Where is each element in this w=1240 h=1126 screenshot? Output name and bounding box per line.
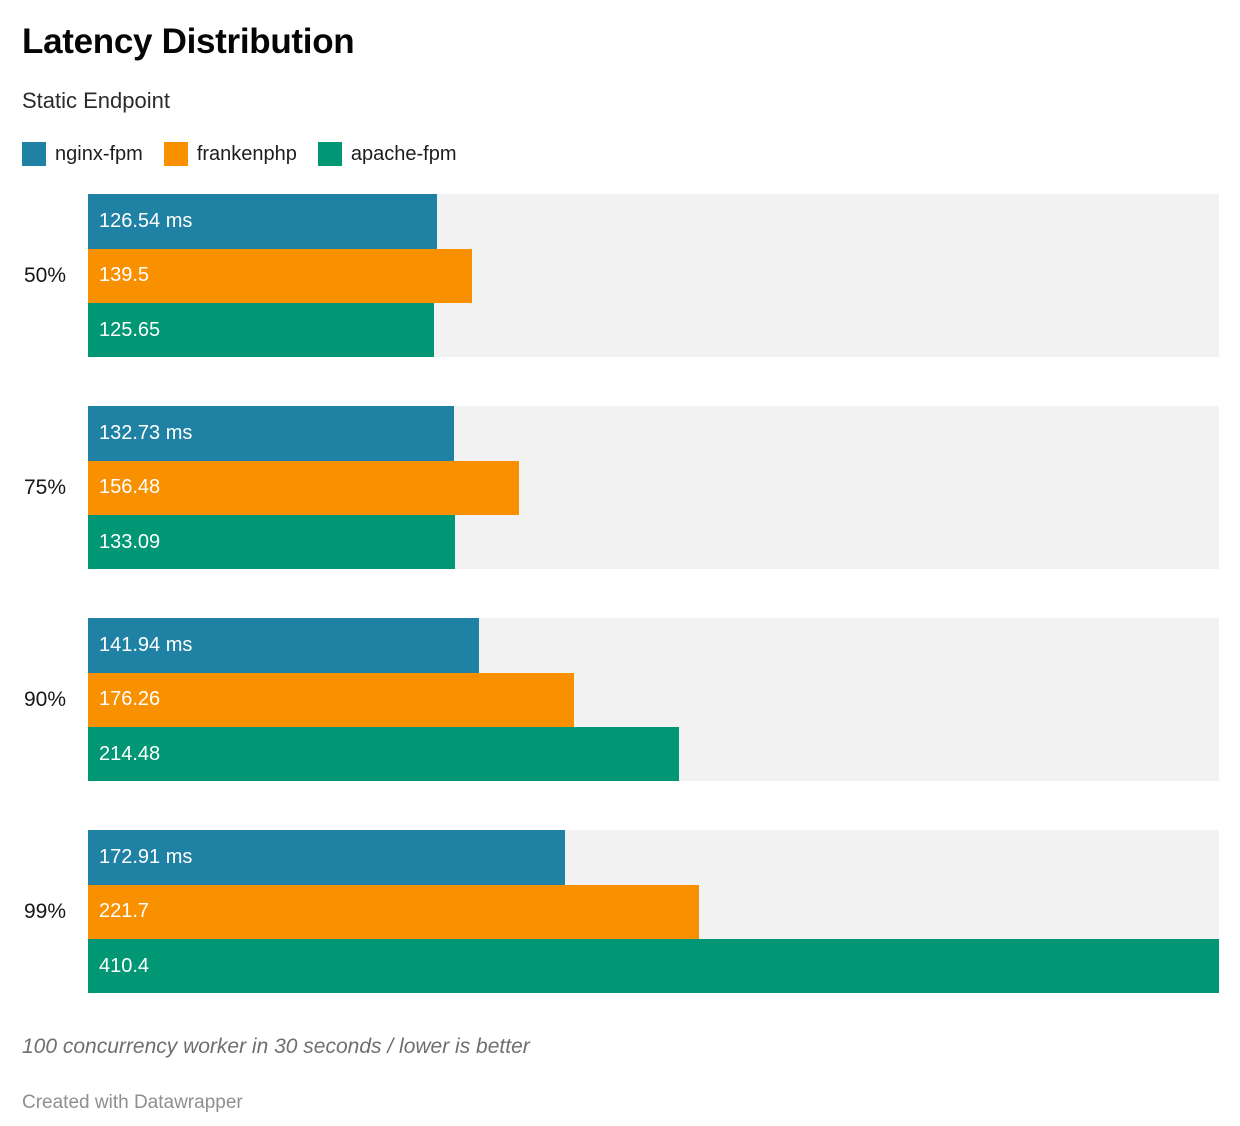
chart-title: Latency Distribution	[22, 22, 355, 61]
legend-label: apache-fpm	[350, 142, 457, 165]
bar-apache-fpm: 125.65	[88, 303, 435, 358]
legend-swatch-nginx-fpm	[22, 142, 46, 167]
legend-swatch-frankenphp	[163, 142, 188, 167]
legend-item-apache-fpm: apache-fpm	[317, 142, 457, 167]
legend-swatch-apache-fpm	[317, 142, 342, 167]
bar-frankenphp: 139.5	[88, 248, 473, 304]
bar-nginx-fpm: 126.54 ms	[88, 194, 437, 249]
legend: nginx-fpm frankenphp apache-fpm	[22, 142, 1219, 167]
bar-value-label: 176.26	[99, 688, 161, 711]
legend-item-nginx-fpm: nginx-fpm	[22, 142, 143, 167]
bar-value-label: 214.48	[99, 742, 161, 765]
chart-subtitle: Static Endpoint	[22, 88, 170, 114]
legend-label: frankenphp	[196, 142, 297, 165]
category-label: 50%	[23, 263, 66, 287]
legend-item-frankenphp: frankenphp	[163, 142, 297, 167]
bar-value-label: 410.4	[99, 954, 150, 977]
bar-value-label: 156.48	[99, 476, 161, 499]
bar-group-99%: 99% 172.91 ms 221.7 410.4	[22, 830, 1219, 994]
category-label: 75%	[23, 475, 66, 499]
bar-value-label: 172.91 ms	[99, 846, 193, 869]
bar-track: 141.94 ms 176.26 214.48	[88, 618, 1219, 782]
bar-value-label: 221.7	[99, 900, 150, 923]
bar-value-label: 125.65	[99, 318, 161, 341]
bar-frankenphp: 221.7	[88, 884, 699, 940]
legend-label: nginx-fpm	[55, 142, 143, 165]
bar-value-label: 139.5	[99, 264, 150, 287]
bar-frankenphp: 156.48	[88, 460, 520, 516]
chart-footnote: 100 concurrency worker in 30 seconds / l…	[22, 1035, 530, 1059]
bar-track: 132.73 ms 156.48 133.09	[88, 406, 1219, 570]
bar-nginx-fpm: 172.91 ms	[88, 830, 565, 885]
bar-group-90%: 90% 141.94 ms 176.26 214.48	[22, 618, 1219, 782]
bar-apache-fpm: 133.09	[88, 515, 455, 570]
bar-value-label: 132.73 ms	[99, 422, 193, 445]
bar-group-50%: 50% 126.54 ms 139.5 125.65	[22, 194, 1219, 358]
bar-apache-fpm: 214.48	[88, 727, 680, 782]
bar-track: 126.54 ms 139.5 125.65	[88, 194, 1219, 358]
bar-track: 172.91 ms 221.7 410.4	[88, 830, 1219, 994]
category-label: 90%	[23, 687, 66, 711]
bar-nginx-fpm: 132.73 ms	[88, 406, 454, 461]
bar-chart: 50% 126.54 ms 139.5 125.65 75% 132.73 ms 156.4…	[22, 194, 1219, 994]
bar-nginx-fpm: 141.94 ms	[88, 618, 480, 673]
bar-value-label: 126.54 ms	[99, 210, 193, 233]
bar-apache-fpm: 410.4	[88, 939, 1219, 994]
bar-value-label: 141.94 ms	[99, 634, 193, 657]
category-label: 99%	[23, 899, 66, 923]
bar-group-75%: 75% 132.73 ms 156.48 133.09	[22, 406, 1219, 570]
datawrapper-attribution-link[interactable]: Created with Datawrapper	[22, 1091, 243, 1113]
bar-value-label: 133.09	[99, 530, 161, 553]
bar-frankenphp: 176.26	[88, 672, 574, 728]
